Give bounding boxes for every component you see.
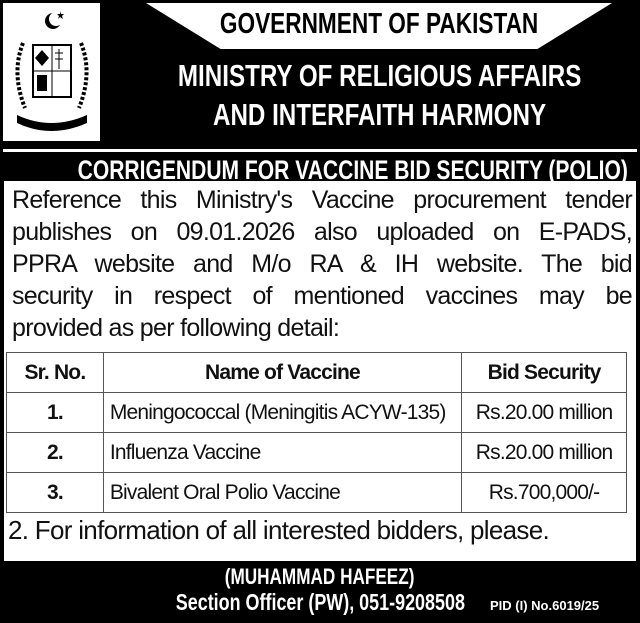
government-text: GOVERNMENT OF PAKISTAN [219,8,539,40]
ministry-text-2: AND INTERFAITH HARMONY [213,97,547,132]
header-banner [146,3,612,49]
cell-vaccine-name: Influenza Vaccine [102,432,463,473]
cell-bid-security: Rs.20.00 million [461,432,627,473]
cell-bid-security: Rs.20.00 million [461,392,627,433]
government-heading: GOVERNMENT OF PAKISTAN [146,8,612,41]
signatory-designation: Section Officer (PW), 051-9208508 [80,589,560,616]
cell-sr-no: 2. [6,432,104,473]
cell-vaccine-name: Meningococcal (Meningitis ACYW-135) [102,392,463,433]
ministry-heading-line2: AND INTERFAITH HARMONY [120,97,640,133]
paragraph-line: publishes on 09.01.2026 also uploaded on… [12,218,633,246]
signatory-name: (MUHAMMAD HAFEEZ) [0,564,640,590]
paragraph-line: PPRA website and M/o RA & IH website. Th… [12,250,633,278]
paragraph-line: provided as per following detail: [12,314,340,342]
header-vaccine-name: Name of Vaccine [102,352,463,393]
ministry-text-1: MINISTRY OF RELIGIOUS AFFAIRS [178,58,582,93]
cell-vaccine-name: Bivalent Oral Polio Vaccine [102,472,463,513]
pid-number: PID (I) No.6019/25 [490,598,600,613]
table-row: 3. Bivalent Oral Polio Vaccine Rs.700,00… [6,472,627,513]
ministry-heading-line1: MINISTRY OF RELIGIOUS AFFAIRS [120,58,640,94]
reference-paragraph: Reference this Ministry's Vaccine procur… [12,184,633,344]
cell-sr-no: 1. [6,392,104,433]
table-row: 1. Meningococcal (Meningitis ACYW-135) R… [6,392,627,433]
header-sr-no: Sr. No. [6,352,104,393]
cell-bid-security: Rs.700,000/- [461,472,627,513]
signatory-name-text: (MUHAMMAD HAFEEZ) [225,564,415,589]
signatory-designation-text: Section Officer (PW), 051-9208508 [175,589,465,615]
state-emblem-icon [3,3,100,141]
paragraph-line: Reference this Ministry's Vaccine procur… [12,186,633,214]
paragraph-line: security in respect of mentioned vaccine… [12,282,633,310]
table-header-row: Sr. No. Name of Vaccine Bid Security [6,352,627,393]
cell-sr-no: 3. [6,472,104,513]
table-row: 2. Influenza Vaccine Rs.20.00 million [6,432,627,473]
information-note: 2. For information of all interested bid… [8,515,550,545]
notice-title: CORRIGENDUM FOR VACCINE BID SECURITY (PO… [0,155,640,186]
bid-security-table: Sr. No. Name of Vaccine Bid Security 1. … [6,352,627,513]
divider [3,149,637,152]
notice-title-text: CORRIGENDUM FOR VACCINE BID SECURITY (PO… [77,155,628,185]
header-bid-security: Bid Security [461,352,627,393]
